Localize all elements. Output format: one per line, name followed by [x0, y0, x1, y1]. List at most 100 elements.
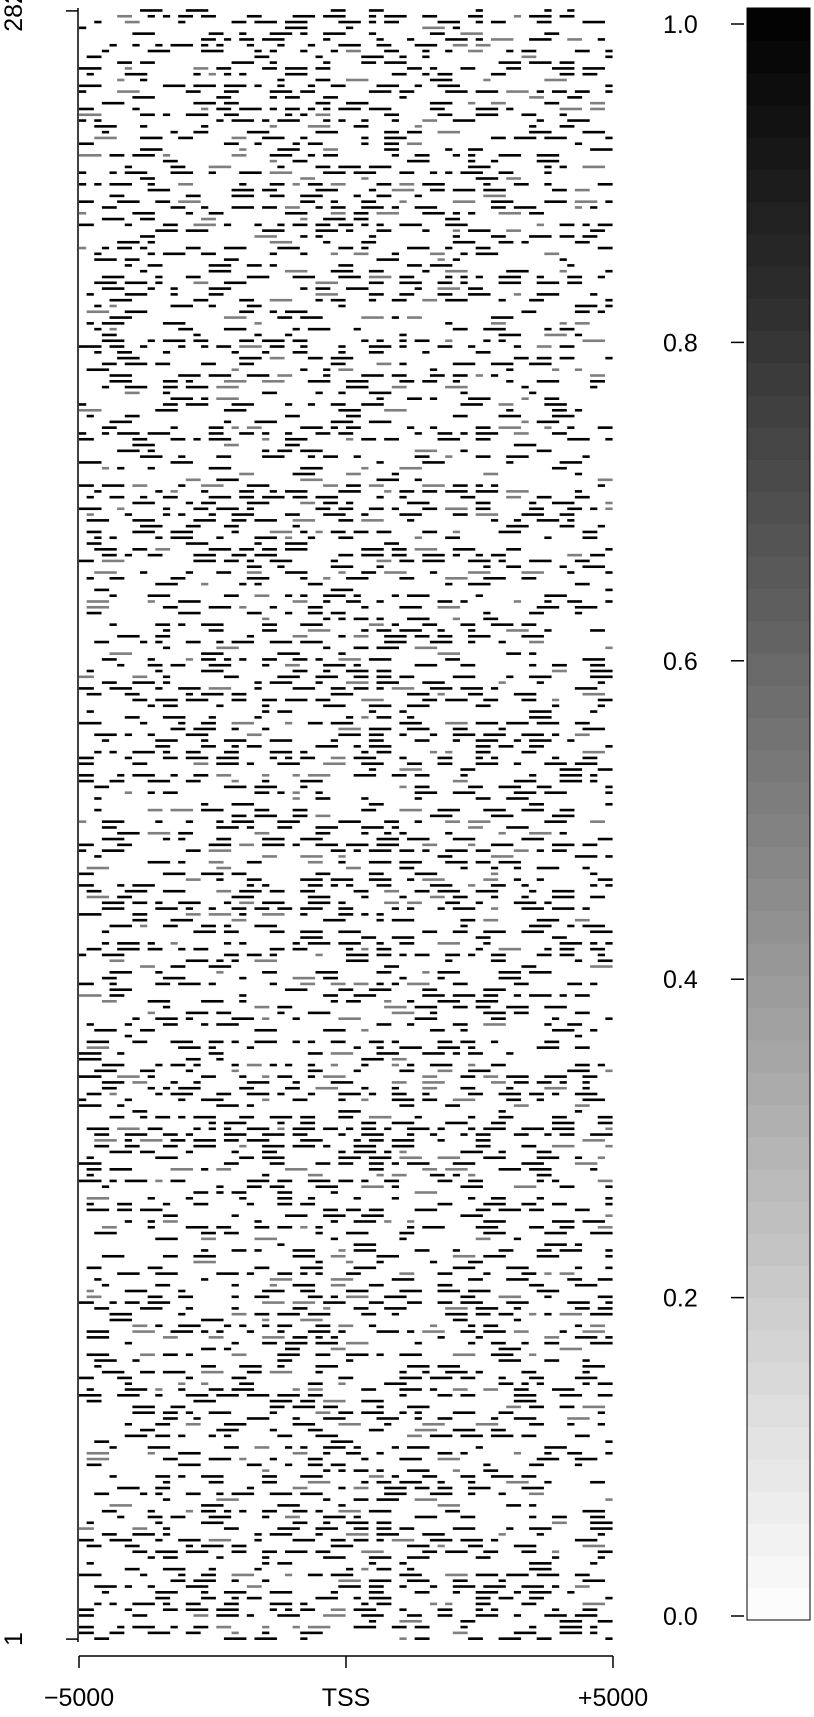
heatmap-cell: [323, 1446, 346, 1449]
heatmap-cell: [399, 1046, 422, 1049]
heatmap-cell: [468, 1486, 491, 1490]
heatmap-cell: [315, 298, 323, 302]
heatmap-cell: [262, 1625, 270, 1629]
heatmap-cell: [391, 1197, 399, 1200]
heatmap-cell: [208, 1388, 224, 1391]
heatmap-cell: [468, 1063, 476, 1067]
heatmap-cell: [208, 1040, 224, 1044]
heatmap-cell: [315, 1434, 338, 1438]
heatmap-cell: [559, 513, 575, 516]
heatmap-cell: [284, 1446, 293, 1449]
heatmap-cell: [536, 953, 552, 957]
heatmap-cell: [468, 165, 491, 169]
heatmap-cell: [353, 1243, 377, 1246]
heatmap-cell: [201, 345, 209, 348]
heatmap-cell: [79, 84, 102, 88]
heatmap-cell: [376, 884, 392, 887]
heatmap-cell: [353, 663, 361, 667]
heatmap-cell: [376, 646, 399, 650]
heatmap-cell: [437, 756, 453, 760]
heatmap-cell: [185, 1394, 209, 1397]
heatmap-cell: [346, 380, 369, 383]
heatmap-cell: [468, 101, 476, 105]
heatmap-cell: [361, 571, 377, 574]
heatmap-cell: [239, 1156, 255, 1160]
heatmap-cell: [178, 1475, 186, 1478]
heatmap-cell: [246, 1486, 255, 1490]
heatmap-cell: [284, 96, 300, 99]
heatmap-cell: [460, 1376, 476, 1380]
heatmap-cell: [315, 287, 331, 290]
heatmap-cell: [170, 965, 186, 968]
heatmap-cell: [582, 727, 605, 731]
colorbar-segment: [747, 201, 810, 235]
heatmap-cell: [79, 721, 102, 725]
heatmap-cell: [323, 374, 331, 377]
heatmap-cell: [323, 1556, 346, 1559]
heatmap-cell: [475, 1312, 491, 1316]
heatmap-cell: [551, 843, 575, 847]
heatmap-cell: [452, 380, 461, 383]
heatmap-cell: [475, 1446, 483, 1449]
heatmap-cell: [445, 298, 468, 302]
heatmap-cell: [124, 791, 132, 794]
heatmap-cell: [605, 1202, 613, 1206]
heatmap-cell: [445, 820, 461, 823]
heatmap-cell: [468, 1127, 476, 1131]
heatmap-cell: [353, 756, 377, 760]
heatmap-cell: [590, 965, 613, 968]
heatmap-cell: [422, 484, 445, 487]
heatmap-cell: [124, 1144, 140, 1148]
heatmap-cell: [109, 1475, 117, 1478]
heatmap-cell: [323, 455, 338, 458]
heatmap-cell: [529, 1591, 552, 1594]
heatmap-cell: [429, 687, 453, 690]
heatmap-cell: [368, 20, 377, 24]
heatmap-cell: [147, 658, 155, 661]
colorbar-segment: [747, 1007, 810, 1041]
heatmap-cell: [475, 501, 491, 505]
heatmap-cell: [429, 884, 453, 887]
heatmap-cell: [86, 542, 102, 545]
heatmap-cell: [208, 1046, 216, 1049]
heatmap-cell: [498, 1376, 506, 1380]
heatmap-cell: [246, 507, 255, 511]
heatmap-cell: [445, 1168, 468, 1171]
heatmap-cell: [468, 692, 483, 696]
heatmap-cell: [86, 1173, 94, 1177]
heatmap-cell: [162, 750, 171, 754]
heatmap-cell: [132, 1602, 155, 1606]
heatmap-cell: [445, 171, 453, 175]
heatmap-cell: [452, 1318, 468, 1322]
heatmap-cell: [201, 49, 224, 53]
heatmap-cell: [132, 1040, 148, 1044]
heatmap-cell: [201, 1509, 216, 1513]
heatmap-cell: [513, 866, 522, 870]
heatmap-cell: [536, 420, 560, 424]
heatmap-cell: [582, 1608, 598, 1611]
heatmap-cell: [582, 1359, 590, 1362]
heatmap-cell: [246, 577, 270, 580]
heatmap-cell: [300, 287, 308, 290]
heatmap-cell: [262, 727, 270, 731]
heatmap-cell: [79, 113, 102, 117]
heatmap-cell: [223, 1133, 247, 1136]
heatmap-cell: [162, 513, 171, 516]
heatmap-cell: [269, 559, 293, 563]
heatmap-cell: [239, 976, 247, 980]
heatmap-cell: [292, 223, 308, 227]
heatmap-cell: [452, 43, 468, 47]
heatmap-cell: [323, 217, 346, 221]
heatmap-cell: [422, 26, 445, 30]
heatmap-cell: [407, 716, 415, 719]
heatmap-cell: [254, 907, 270, 910]
heatmap-cell: [361, 316, 384, 319]
heatmap-cell: [79, 1057, 102, 1061]
heatmap-cell: [277, 710, 293, 713]
heatmap-cell: [231, 194, 255, 198]
heatmap-cell: [437, 1127, 445, 1131]
heatmap-cell: [429, 1388, 438, 1391]
heatmap-cell: [353, 745, 361, 748]
heatmap-cell: [460, 1075, 476, 1078]
heatmap-cell: [300, 982, 316, 986]
